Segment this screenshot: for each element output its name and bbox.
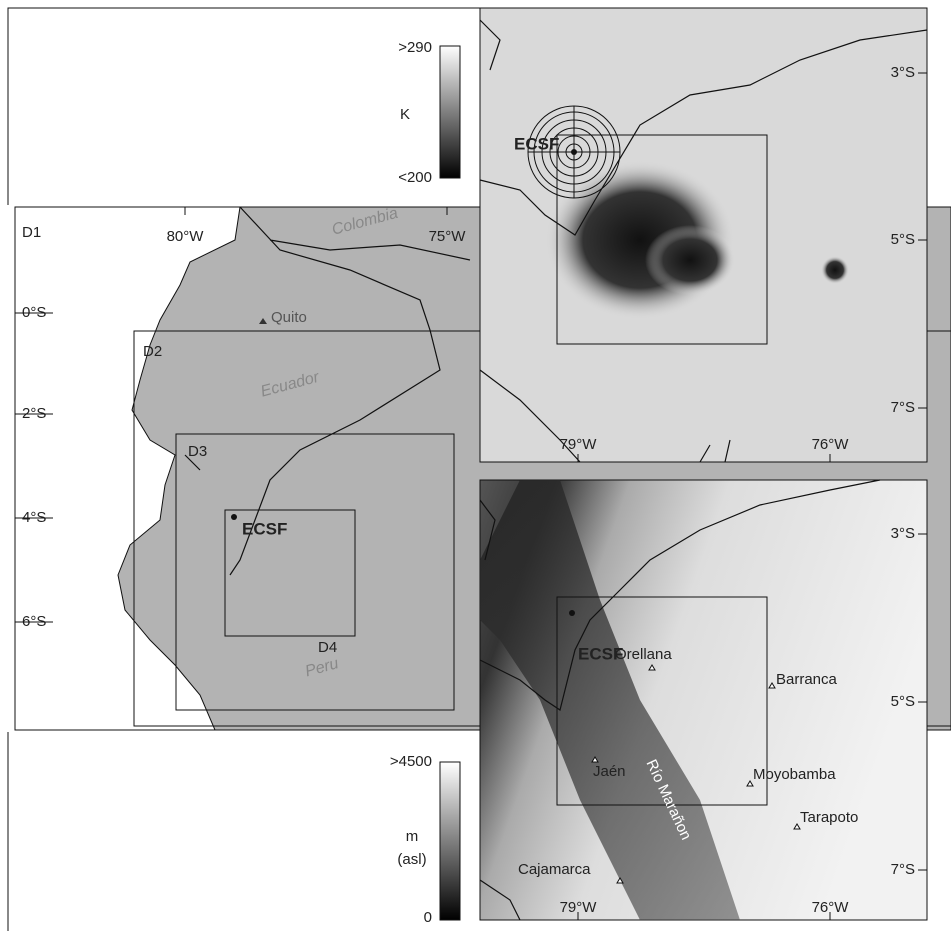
d4-frame [556, 134, 768, 345]
elevation-map [479, 479, 928, 921]
colorbar-unit: (asl) [397, 851, 426, 868]
lon-label: 79°W [560, 899, 598, 916]
site-label: ECSF [578, 644, 623, 663]
town-label: Barranca [776, 671, 838, 688]
site-label: ECSF [514, 134, 559, 153]
lat-label: 3°S [891, 525, 915, 542]
coastline [479, 479, 881, 921]
lat-label: 7°S [891, 861, 915, 878]
lat-label: 2°S [22, 405, 46, 422]
mountains [480, 480, 740, 920]
site-marker [571, 149, 577, 155]
cloud [821, 256, 849, 284]
city-label: Quito [271, 309, 307, 326]
colorbar-label: 0 [424, 909, 432, 926]
lat-label: 3°S [891, 64, 915, 81]
domain-label: D1 [22, 224, 41, 241]
city-marker [259, 318, 267, 324]
domain-label: D2 [143, 343, 162, 360]
lat-label: 5°S [891, 693, 915, 710]
d3-frame [175, 433, 455, 711]
lat-label: 6°S [22, 613, 46, 630]
lat-label: 5°S [891, 231, 915, 248]
border [184, 206, 471, 576]
colorbar-label: >290 [398, 39, 432, 56]
domain-label: D3 [188, 443, 207, 460]
colorbar-unit: m [406, 828, 419, 845]
colorbar-unit: K [400, 106, 410, 123]
lat-label: 7°S [891, 399, 915, 416]
d4-frame [224, 509, 356, 637]
satellite-map [479, 7, 928, 463]
lon-label: 76°W [812, 899, 850, 916]
colorbar-label: >4500 [390, 753, 432, 770]
town-markers [591, 664, 801, 884]
site-marker [231, 514, 237, 520]
colorbar-label: <200 [398, 169, 432, 186]
elevation-colorbar [439, 761, 461, 921]
town-label: Jaén [593, 763, 626, 780]
lon-label: 76°W [812, 436, 850, 453]
domain-label: D4 [318, 639, 337, 656]
town-label: Cajamarca [518, 861, 591, 878]
coastline [479, 19, 928, 463]
lon-label: 80°W [167, 228, 205, 245]
cloud [645, 225, 735, 295]
town-label: Tarapoto [800, 809, 858, 826]
figure-border [7, 7, 480, 205]
town-label: Orellana [615, 646, 672, 663]
lat-label: 4°S [22, 509, 46, 526]
site-label: ECSF [242, 519, 287, 538]
d4-frame [556, 596, 768, 806]
lon-label: 79°W [560, 436, 598, 453]
town-label: Moyobamba [753, 766, 836, 783]
site-marker [569, 610, 575, 616]
temperature-colorbar [439, 45, 461, 179]
lat-label: 0°S [22, 304, 46, 321]
lon-label: 75°W [429, 228, 467, 245]
